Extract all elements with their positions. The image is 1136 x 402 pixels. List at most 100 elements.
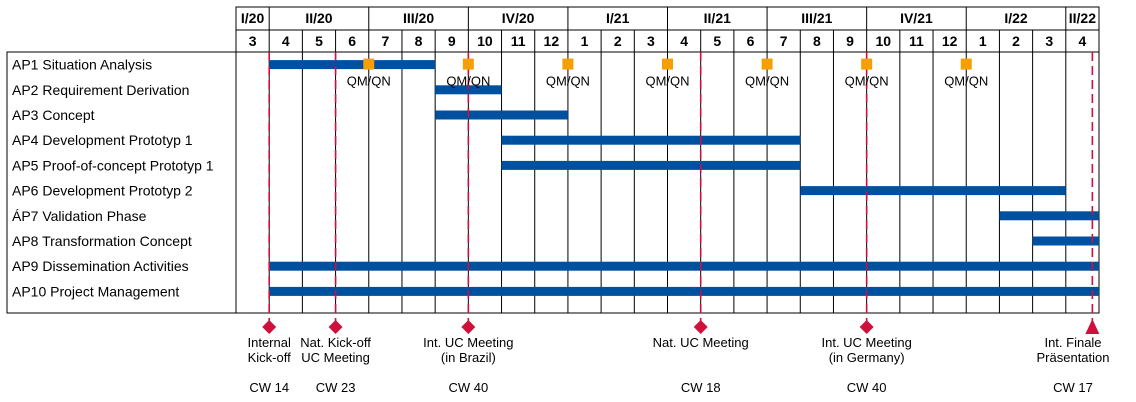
milestone-lines xyxy=(268,52,1094,326)
month-label: 12 xyxy=(544,33,560,49)
qm-marker-square xyxy=(761,58,773,70)
month-label: 10 xyxy=(875,33,891,49)
milestone-calendar-week: CW 18 xyxy=(681,380,721,395)
milestone-label: (in Brazil) xyxy=(441,350,496,365)
work-package-bar xyxy=(269,286,1099,296)
qm-marker-square xyxy=(861,58,873,70)
month-label: 3 xyxy=(249,33,257,49)
milestone-diamond xyxy=(262,320,277,334)
milestone-diamond xyxy=(328,320,343,334)
milestone-triangle xyxy=(1085,319,1100,334)
month-label: 9 xyxy=(846,33,854,49)
quarter-label: IV/20 xyxy=(502,10,535,26)
quarter-label: III/21 xyxy=(801,10,832,26)
work-package-label: AP10 Project Management xyxy=(12,283,179,299)
qm-marker-label: QM/QN xyxy=(546,74,590,89)
work-package-label: AP5 Proof-of-concept Prototyp 1 xyxy=(12,157,214,173)
work-package-bar xyxy=(1032,236,1099,246)
milestone-label: UC Meeting xyxy=(301,350,370,365)
milestone-label: Präsentation xyxy=(1037,350,1110,365)
work-package-bar xyxy=(435,85,502,95)
work-package-label: ÁP7 Validation Phase xyxy=(12,208,147,224)
qm-marker-label: QM/QN xyxy=(745,74,789,89)
month-label: 7 xyxy=(381,33,389,49)
work-package-bar xyxy=(501,160,801,170)
work-package-bar xyxy=(999,211,1099,221)
milestone-calendar-week: CW 17 xyxy=(1053,380,1093,395)
milestone-label: Int. UC Meeting xyxy=(821,335,911,350)
quarter-label: II/21 xyxy=(704,10,731,26)
qm-marker-square xyxy=(363,58,375,70)
milestone-calendar-week: CW 40 xyxy=(847,380,887,395)
month-label: 2 xyxy=(1012,33,1020,49)
month-label: 10 xyxy=(477,33,493,49)
month-label: 5 xyxy=(713,33,721,49)
qm-markers: QM/QN QM/QN QM/QN QM/QN QM/QN QM/QN QM/QN xyxy=(347,58,988,89)
month-label: 9 xyxy=(448,33,456,49)
work-package-labels: AP1 Situation Analysis AP2 Requirement De… xyxy=(12,57,214,300)
month-label: 5 xyxy=(315,33,323,49)
work-package-bar xyxy=(269,261,1099,271)
milestone-label: Kick-off xyxy=(248,350,291,365)
work-package-bar xyxy=(501,135,801,145)
quarter-label: I/21 xyxy=(606,10,630,26)
month-label: 8 xyxy=(415,33,423,49)
work-package-label: AP3 Concept xyxy=(12,107,95,123)
qm-marker-label: QM/QN xyxy=(645,74,689,89)
quarter-label: IV/21 xyxy=(900,10,933,26)
quarter-label: I/20 xyxy=(241,10,265,26)
month-label: 11 xyxy=(909,33,924,49)
milestone-label: Nat. UC Meeting xyxy=(653,335,749,350)
timeline-header: I/20 II/20 III/20 IV/20 I/21 II/21 III/21 IV/21… xyxy=(241,10,1096,49)
work-package-bar xyxy=(800,186,1066,196)
month-label: 12 xyxy=(942,33,958,49)
quarter-label: III/20 xyxy=(403,10,434,26)
work-package-bar xyxy=(435,110,568,120)
work-package-bar xyxy=(269,60,436,70)
milestone-diamond xyxy=(859,320,874,334)
month-label: 11 xyxy=(511,33,526,49)
qm-marker-label: QM/QN xyxy=(944,74,988,89)
milestone-diamond xyxy=(461,320,476,334)
month-label: 3 xyxy=(647,33,655,49)
work-package-bars xyxy=(269,60,1099,296)
milestone-label: Nat. Kick-off xyxy=(300,335,371,350)
qm-marker-square xyxy=(462,58,474,70)
month-label: 1 xyxy=(979,33,987,49)
quarter-label: II/22 xyxy=(1069,10,1096,26)
qm-marker-square xyxy=(662,58,673,70)
qm-marker-square xyxy=(960,58,972,70)
qm-marker-label: QM/QN xyxy=(347,74,391,89)
milestone-label: (in Germany) xyxy=(829,350,905,365)
month-label: 3 xyxy=(1045,33,1053,49)
qm-marker-square xyxy=(562,58,574,70)
month-label: 7 xyxy=(780,33,788,49)
work-package-label: AP8 Transformation Concept xyxy=(12,233,192,249)
milestone-calendar-week: CW 14 xyxy=(249,380,289,395)
month-label: 2 xyxy=(614,33,622,49)
month-label: 8 xyxy=(813,33,821,49)
milestone-label: Internal xyxy=(248,335,291,350)
work-package-label: AP2 Requirement Derivation xyxy=(12,82,189,98)
month-label: 1 xyxy=(581,33,589,49)
work-package-label: AP1 Situation Analysis xyxy=(12,57,152,73)
work-package-label: AP9 Dissemination Activities xyxy=(12,258,189,274)
milestone-calendar-week: CW 40 xyxy=(448,380,488,395)
quarter-label: II/20 xyxy=(305,10,332,26)
month-label: 4 xyxy=(282,33,290,49)
qm-marker-label: QM/QN xyxy=(446,74,490,89)
milestone-diamond xyxy=(693,320,708,334)
month-label: 4 xyxy=(680,33,688,49)
work-package-label: AP6 Development Prototyp 2 xyxy=(12,183,193,199)
month-label: 6 xyxy=(348,33,356,49)
month-label: 6 xyxy=(747,33,755,49)
milestone-label: Int. UC Meeting xyxy=(423,335,513,350)
qm-marker-label: QM/QN xyxy=(845,74,889,89)
milestone-calendar-week: CW 23 xyxy=(316,380,356,395)
quarter-label: I/22 xyxy=(1004,10,1028,26)
work-package-label: AP4 Development Prototyp 1 xyxy=(12,132,193,148)
month-label: 4 xyxy=(1079,33,1087,49)
milestone-label: Int. Finale xyxy=(1044,335,1101,350)
